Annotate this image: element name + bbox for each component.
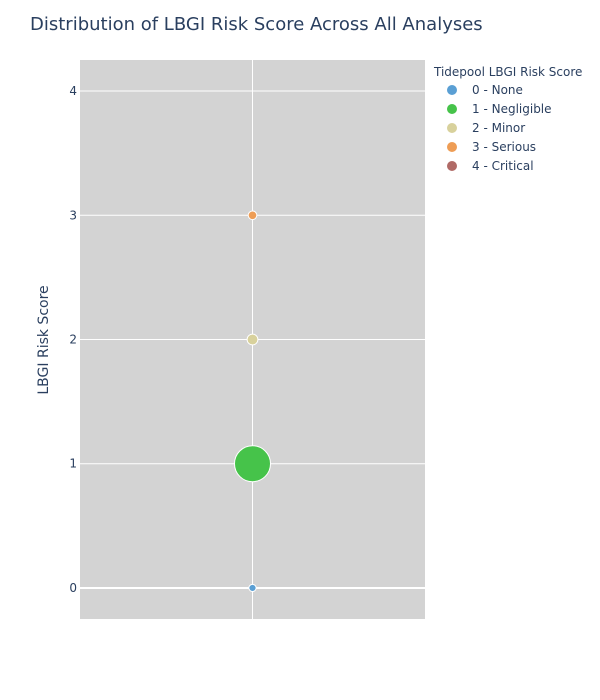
y-axis-label: LBGI Risk Score: [36, 285, 52, 394]
y-tick-label: 1: [69, 457, 77, 471]
data-point-3[interactable]: [247, 210, 258, 221]
y-tick-label: 0: [69, 581, 77, 595]
y-axis-ticks: 0 1 2 3 4: [69, 84, 77, 595]
data-point-2[interactable]: [246, 333, 259, 346]
legend-label: 0 - None: [472, 83, 523, 97]
legend-label: 2 - Minor: [472, 121, 525, 135]
legend-item-4[interactable]: 4 - Critical: [446, 159, 534, 173]
legend-item-3[interactable]: 3 - Serious: [446, 140, 537, 154]
legend-marker: [446, 122, 458, 134]
legend-marker: [446, 160, 458, 172]
data-point-1[interactable]: [234, 445, 271, 483]
legend-marker: [446, 84, 458, 96]
legend[interactable]: Tidepool LBGI Risk Score 0 - None 1 - Neg…: [433, 65, 582, 173]
legend-label: 1 - Negligible: [472, 102, 552, 116]
legend-item-1[interactable]: 1 - Negligible: [446, 102, 552, 116]
legend-item-2[interactable]: 2 - Minor: [446, 121, 526, 135]
y-tick-label: 3: [69, 208, 77, 222]
y-tick-label: 4: [69, 84, 77, 98]
legend-title: Tidepool LBGI Risk Score: [433, 65, 582, 79]
legend-item-0[interactable]: 0 - None: [446, 83, 523, 97]
legend-marker: [446, 103, 458, 115]
legend-marker: [446, 141, 458, 153]
legend-label: 4 - Critical: [472, 159, 534, 173]
legend-label: 3 - Serious: [472, 140, 536, 154]
y-tick-label: 2: [69, 333, 77, 347]
data-points: [234, 210, 271, 593]
data-point-0[interactable]: [248, 583, 257, 593]
chart-title: Distribution of LBGI Risk Score Across A…: [30, 14, 483, 35]
